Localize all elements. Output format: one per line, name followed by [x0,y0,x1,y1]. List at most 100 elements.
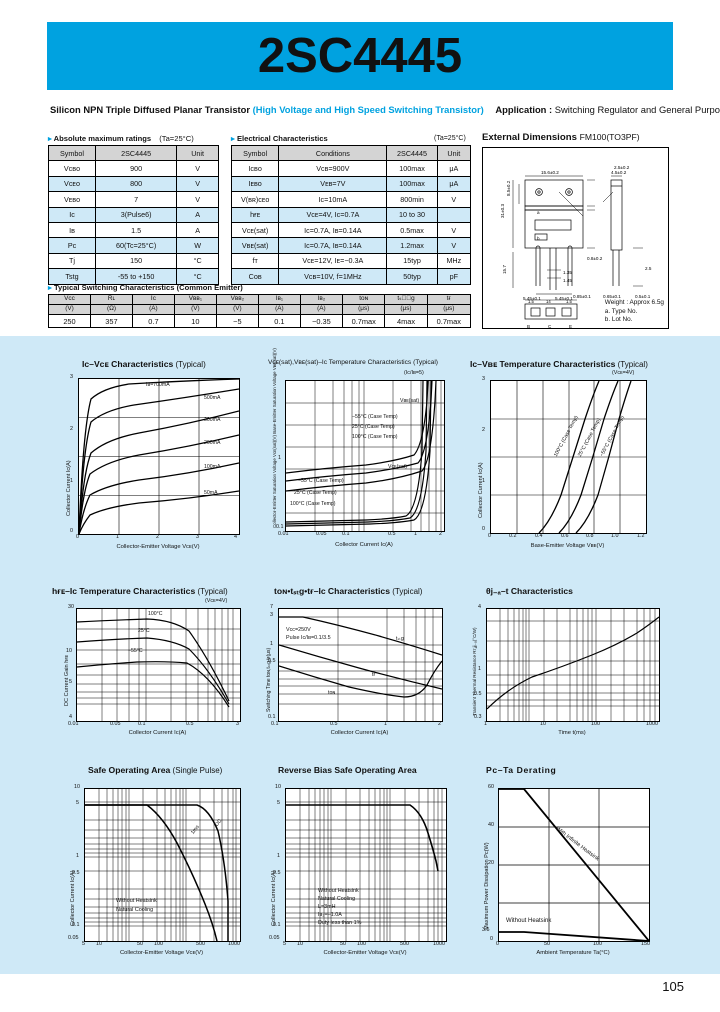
col-tf: tғ [426,294,472,305]
cell-symbol: Iᴇʙᴏ [230,175,280,193]
xtick-3: 1000 [646,721,658,727]
note-type-no: a. Type No. [604,307,638,315]
cell-value: 15typ [386,252,438,270]
xtick-4: 3 [236,721,239,727]
table-row: 250 357 0.7 10 −5 0.1 −0.35 0.7max 4max … [48,314,472,328]
description-cyan: (High Voltage and High Speed Switching T… [252,104,484,115]
annot-100ma: 100mA [204,464,221,470]
annot-ib700: Iʙ=700mA [146,382,170,388]
table-header-row: Symbol Conditions 2SC4445 Unit [230,144,472,162]
plot-ic-vbe [490,380,647,534]
table-row: Vᴄᴇ(sat) Iᴄ=0.7A, Iʙ=0.14A 0.5max V [230,221,472,239]
xtick-1: 0.05 [316,531,327,537]
unit-rl: (Ω) [89,304,133,315]
cell-vbb1: 10 [173,314,217,328]
page-number: 105 [662,979,684,994]
description-bold: Silicon NPN Triple Diffused Planar Trans… [50,104,251,115]
cell-value: 1.5 [95,221,178,239]
table-row: Pᴄ 60(Tc=25°C) W [47,237,219,254]
ytick-0: 0 [490,936,493,942]
cell-symbol: fᴛ [230,252,280,270]
package-notes: Weight : Approx 6.5g a. Type No. b. Lot … [605,299,664,325]
cell-value: 60(Tc=25°C) [95,237,178,254]
dim-hole-pitch: 8.5±0.2 [506,180,511,196]
plot-ic-vce [78,378,240,535]
ytick-4: 60 [488,784,494,790]
plot-pc-ta [498,788,650,942]
xtick-0: 5 [82,941,85,947]
ytick-0: 0.05 [68,935,79,941]
col-part: 2SC4445 [386,144,438,162]
cond-rb-l: L=3mH [318,904,336,910]
xtick-5: 1000 [228,941,240,947]
plot-soa [84,788,241,942]
cell-tstg: 4max [384,314,428,328]
dim-body-thick2: 2.5±0.2 [614,165,630,170]
cell-symbol: Vᴄᴇ(sat) [230,221,280,239]
chart-title-pc-ta: Pc–Ta Derating [486,765,556,775]
xtick-0: 0.01 [68,721,79,727]
ytick-1: 5 [69,679,72,685]
ytick-1: 0.1 [273,922,281,928]
abs-max-heading: ▸ Absolute maximum ratings (Ta=25°C) [48,134,194,143]
marking-a: a [537,210,540,215]
table-row: fᴛ Vᴄᴇ=12V, Iᴇ=−0.3A 15typ MHz [230,252,472,270]
cond-ic-vbe: (Vᴄᴇ=4V) [612,370,635,376]
pin-gap2: 14 [546,299,551,304]
title-tail: (Typical) [175,360,206,369]
ytick-1: 1 [278,455,281,461]
xlabel-soa: Collector-Emitter Voltage Vᴄᴇ(V) [119,950,204,956]
cell-symbol: Tj [47,252,97,270]
xlabel-theta-t: Time t(ms) [558,730,586,736]
ylabel-ic-vce: Collector Current Iᴄ(A) [66,460,72,516]
switching-characteristics-table: Vᴄᴄ Rʟ Iᴄ Vʙʙ₁ Vʙʙ₂ Iʙ₁ Iʙ₂ tᴏɴ tₛₜ⃒g tғ… [48,294,472,328]
ytick-0: 0 [70,528,73,534]
cell-value: 100max [386,160,438,177]
cell-symbol: Iᴄ [47,206,97,223]
title-lead: θj₋ₐ [486,586,501,596]
xtick-3: 0.5 [388,531,396,537]
bullet-icon: ▸ [231,134,235,143]
cond-rb-cooling: Natural Cooling [318,896,356,902]
ytick-0: 0.1 [268,714,276,720]
xtick-2: 0.4 [535,533,543,539]
ytick-4: 7 [270,604,273,610]
switching-heading: ▸ Typical Switching Characteristics (Com… [48,283,243,292]
xlabel-vsat-ic: Collector Current Iᴄ(A) [335,542,393,548]
cell-ib1: 0.1 [257,314,301,328]
cell-value: 3(Pulse6) [95,206,178,223]
cell-unit: V [436,237,472,254]
ytick-2: 1 [270,641,273,647]
description-line: Silicon NPN Triple Diffused Planar Trans… [50,104,720,118]
col-unit: Unit [436,144,472,162]
cell-symbol: Iʙ [47,221,97,239]
table-row: Vʙᴇ(sat) Iᴄ=0.7A, Iʙ=0.14A 1.2max V [230,237,472,254]
xtick-2: 100 [593,941,602,947]
title-tail: (Typical) [617,360,648,369]
title-main: –t Characteristics [500,586,573,596]
cell-vbb2: −5 [215,314,259,328]
cell-conditions: Iᴄ=0.7A, Iʙ=0.14A [278,221,388,239]
xtick-3: 100 [154,941,163,947]
annot-vbe-100: 100°C (Case Temp) [352,434,398,440]
ytick-4: 5 [277,800,280,806]
ytick-0: 4 [69,714,72,720]
xtick-3: 100 [357,941,366,947]
ytick-5: 10 [74,784,80,790]
external-dimensions-title: External Dimensions [482,132,577,143]
table-row: V(ʙʀ)ᴄᴇᴏ Iᴄ=10mA 800min V [230,191,472,208]
col-conditions: Conditions [278,144,388,162]
ytick-1: 0.5 [268,658,276,664]
annot-hfe-100c: 100°C [148,611,163,617]
cell-rl: 357 [89,314,133,328]
ytick-2: 0.5 [72,870,80,876]
ylabel-hfe-ic: DC Current Gain hғᴇ [64,654,70,706]
ytick-3: 3 [270,612,273,618]
ytick-4: 5 [76,800,79,806]
annot-vcesat: Vᴄᴇ(sat) [388,464,407,470]
cell-unit: V [436,191,472,208]
cell-value: 800 [95,175,178,193]
unit-ic: (A) [131,304,175,315]
cell-symbol: Vᴄʙᴏ [47,160,97,177]
